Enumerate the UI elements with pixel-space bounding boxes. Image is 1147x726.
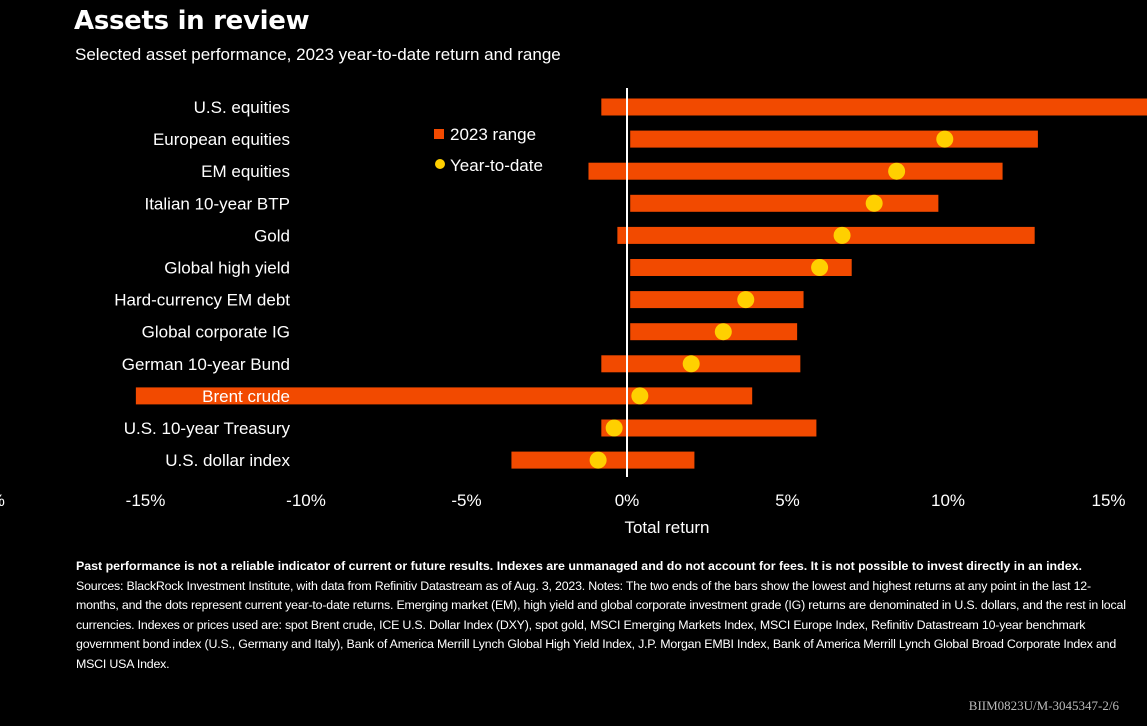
ytd-dot — [888, 162, 906, 180]
category-label: U.S. 10-year Treasury — [124, 419, 291, 438]
category-label: U.S. dollar index — [165, 451, 290, 470]
legend-range-swatch — [434, 129, 444, 139]
ytd-dot — [605, 419, 623, 437]
category-label: EM equities — [201, 162, 290, 181]
legend-range-label: 2023 range — [450, 125, 536, 144]
x-axis-label: Total return — [624, 518, 709, 537]
category-label: European equities — [153, 130, 290, 149]
ytd-dot — [589, 451, 607, 469]
ytd-dot — [811, 259, 829, 276]
document-code: BIIM0823U/M-3045347-2/6 — [968, 698, 1119, 713]
x-axis-ticks: -20%-15%-10%-5%0%5%10%15%20%25% — [0, 491, 1126, 510]
range-bar — [630, 130, 1038, 148]
category-label: German 10-year Bund — [122, 355, 290, 374]
x-tick-label: -20% — [0, 491, 5, 510]
footnote: Past performance is not a reliable indic… — [76, 557, 1126, 674]
category-labels: U.S. equities European equities EM equitie… — [114, 98, 290, 470]
x-tick-label: -10% — [286, 491, 326, 510]
range-bar — [135, 387, 753, 405]
x-tick-label: 5% — [775, 491, 800, 510]
range-bar — [601, 98, 1147, 116]
ytd-dot — [682, 355, 700, 373]
range-bar — [630, 259, 852, 276]
sources-note: Sources: BlackRock Investment Institute,… — [76, 578, 1126, 671]
x-tick-label: 15% — [1091, 491, 1125, 510]
range-chart: U.S. equities European equities EM equitie… — [0, 88, 1147, 537]
ytd-dot — [833, 226, 851, 244]
range-bar — [601, 419, 817, 437]
ytd-dots — [589, 130, 954, 469]
category-label: Hard-currency EM debt — [114, 291, 290, 310]
range-bar — [601, 355, 801, 373]
legend: 2023 range Year-to-date — [434, 125, 543, 175]
range-bar — [588, 162, 1003, 180]
category-label: Global high yield — [164, 259, 290, 278]
category-label: U.S. equities — [194, 98, 290, 117]
ytd-dot — [631, 387, 649, 405]
category-label: Gold — [254, 226, 290, 245]
range-bar — [630, 291, 804, 309]
category-label: Brent crude — [202, 387, 290, 406]
chart-subtitle: Selected asset performance, 2023 year-to… — [75, 45, 561, 64]
ytd-dot — [737, 291, 755, 309]
category-label: Italian 10-year BTP — [144, 194, 290, 213]
legend-ytd-label: Year-to-date — [450, 156, 543, 175]
x-tick-label: -5% — [451, 491, 481, 510]
disclaimer: Past performance is not a reliable indic… — [76, 559, 1082, 573]
range-bar — [617, 226, 1035, 244]
ytd-dot — [865, 194, 883, 212]
x-tick-label: 10% — [931, 491, 965, 510]
x-tick-label: 0% — [615, 491, 640, 510]
legend-ytd-swatch — [435, 159, 445, 169]
range-bar — [630, 194, 939, 212]
range-bars — [135, 98, 1147, 469]
chart-title: Assets in review — [74, 6, 310, 36]
ytd-dot — [714, 323, 732, 341]
category-label: Global corporate IG — [142, 323, 290, 342]
x-tick-label: -15% — [126, 491, 166, 510]
ytd-dot — [936, 130, 954, 148]
range-bar — [630, 323, 798, 341]
